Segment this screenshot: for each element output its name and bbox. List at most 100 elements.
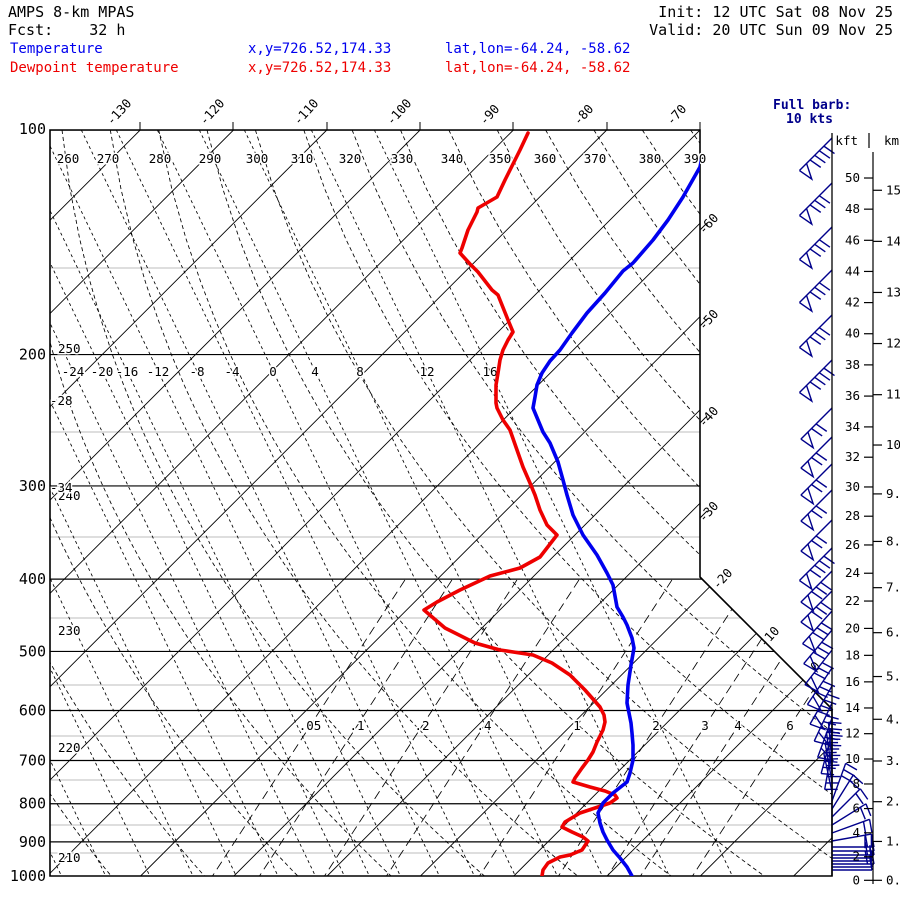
svg-text:38: 38 bbox=[845, 357, 860, 372]
svg-text:8: 8 bbox=[852, 776, 860, 791]
svg-text:260: 260 bbox=[57, 151, 80, 166]
svg-text:320: 320 bbox=[339, 151, 362, 166]
wind-barbs bbox=[798, 137, 875, 871]
wind-barb bbox=[800, 590, 833, 633]
svg-text:6.: 6. bbox=[886, 625, 900, 640]
svg-text:36: 36 bbox=[845, 388, 860, 403]
wind-barb bbox=[800, 436, 833, 479]
svg-text:1000: 1000 bbox=[10, 867, 46, 885]
svg-text:40: 40 bbox=[845, 326, 860, 341]
full-barb-note-line1: Full barb: bbox=[773, 98, 852, 113]
svg-text:50: 50 bbox=[845, 170, 860, 185]
svg-text:10: 10 bbox=[845, 751, 860, 766]
svg-text:42: 42 bbox=[845, 295, 860, 310]
svg-text:13.: 13. bbox=[886, 284, 900, 299]
wind-barb bbox=[831, 803, 872, 826]
wind-barb bbox=[798, 137, 835, 181]
svg-text:18: 18 bbox=[845, 647, 860, 662]
svg-text:330: 330 bbox=[391, 151, 414, 166]
svg-text:100: 100 bbox=[19, 120, 46, 138]
svg-text:0: 0 bbox=[269, 364, 277, 379]
svg-text:240: 240 bbox=[58, 488, 81, 503]
svg-text:-80: -80 bbox=[570, 101, 596, 128]
svg-text:300: 300 bbox=[246, 151, 269, 166]
wind-barb bbox=[800, 407, 833, 450]
forecast-hour: Fcst: 32 h bbox=[8, 21, 126, 39]
wind-barb bbox=[809, 685, 840, 731]
legend-temperature-xy: x,y=726.52,174.33 bbox=[248, 41, 392, 57]
svg-text:12.: 12. bbox=[886, 336, 900, 351]
svg-text:14: 14 bbox=[845, 700, 860, 715]
svg-text:1.: 1. bbox=[886, 833, 900, 848]
svg-text:4.: 4. bbox=[886, 711, 900, 726]
svg-text:-130: -130 bbox=[103, 96, 134, 128]
svg-text:28: 28 bbox=[845, 508, 860, 523]
wind-barb bbox=[798, 182, 833, 226]
svg-text:8: 8 bbox=[356, 364, 364, 379]
svg-text:2: 2 bbox=[652, 718, 660, 733]
svg-text:4: 4 bbox=[852, 825, 860, 840]
wind-barb bbox=[832, 848, 873, 862]
svg-text:800: 800 bbox=[19, 795, 46, 813]
legend-temperature-label: Temperature bbox=[10, 41, 103, 57]
svg-text:22: 22 bbox=[845, 593, 860, 608]
height-scales: kft km02468101214161820222426283032343638… bbox=[835, 133, 900, 887]
svg-text:6: 6 bbox=[852, 801, 860, 816]
wind-barb bbox=[798, 269, 833, 313]
svg-text:10.: 10. bbox=[886, 437, 900, 452]
svg-text:350: 350 bbox=[489, 151, 512, 166]
svg-text:kft: kft bbox=[835, 133, 858, 148]
svg-text:16: 16 bbox=[845, 674, 860, 689]
svg-text:-60: -60 bbox=[695, 210, 721, 237]
svg-text:30: 30 bbox=[845, 479, 860, 494]
svg-text:-12: -12 bbox=[147, 364, 170, 379]
legend-temperature-latlon: lat,lon=-64.24, -58.62 bbox=[445, 41, 631, 57]
dewpoint-curve bbox=[422, 131, 619, 876]
wind-barb bbox=[803, 629, 834, 673]
svg-text:-70: -70 bbox=[663, 101, 689, 128]
wind-barb bbox=[831, 818, 873, 835]
svg-text:-10: -10 bbox=[756, 623, 782, 650]
svg-text:-50: -50 bbox=[695, 306, 721, 333]
wind-barb bbox=[800, 519, 833, 562]
svg-text:270: 270 bbox=[97, 151, 120, 166]
svg-text:.05: .05 bbox=[299, 718, 322, 733]
svg-text:9.: 9. bbox=[886, 486, 900, 501]
svg-text:400: 400 bbox=[19, 570, 46, 588]
svg-text:-24: -24 bbox=[62, 364, 85, 379]
svg-text:370: 370 bbox=[584, 151, 607, 166]
svg-text:310: 310 bbox=[291, 151, 314, 166]
svg-text:-20: -20 bbox=[91, 364, 114, 379]
svg-text:-4: -4 bbox=[224, 364, 239, 379]
svg-text:200: 200 bbox=[19, 346, 46, 364]
svg-text:500: 500 bbox=[19, 642, 46, 660]
svg-text:380: 380 bbox=[639, 151, 662, 166]
svg-text:340: 340 bbox=[441, 151, 464, 166]
wind-barb bbox=[832, 857, 873, 871]
svg-text:5.: 5. bbox=[886, 669, 900, 684]
svg-text:250: 250 bbox=[58, 341, 81, 356]
svg-text:230: 230 bbox=[58, 623, 81, 638]
svg-text:290: 290 bbox=[199, 151, 222, 166]
sounding-curves bbox=[422, 131, 709, 876]
svg-text:.1: .1 bbox=[349, 718, 364, 733]
svg-text:14.: 14. bbox=[886, 233, 900, 248]
svg-text:7.: 7. bbox=[886, 580, 900, 595]
wind-barb bbox=[798, 359, 835, 403]
svg-text:32: 32 bbox=[845, 449, 860, 464]
svg-text:12: 12 bbox=[419, 364, 434, 379]
svg-text:1: 1 bbox=[573, 718, 581, 733]
model-title: AMPS 8-km MPAS bbox=[8, 3, 135, 21]
legend-dewpoint-latlon: lat,lon=-64.24, -58.62 bbox=[445, 60, 631, 76]
svg-text:15.: 15. bbox=[886, 182, 900, 197]
svg-text:2.: 2. bbox=[886, 794, 900, 809]
svg-text:48: 48 bbox=[845, 201, 860, 216]
svg-text:20: 20 bbox=[845, 620, 860, 635]
svg-text:-110: -110 bbox=[290, 96, 321, 128]
svg-text:16: 16 bbox=[482, 364, 497, 379]
svg-text:0: 0 bbox=[852, 872, 860, 887]
svg-text:280: 280 bbox=[149, 151, 172, 166]
wind-barb bbox=[802, 610, 833, 654]
svg-text:-40: -40 bbox=[695, 403, 721, 430]
